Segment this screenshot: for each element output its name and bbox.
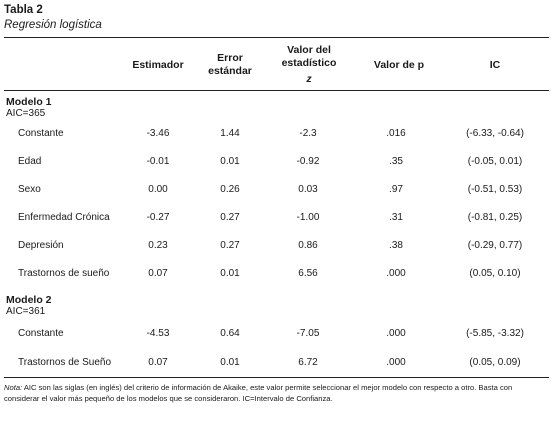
table-row: Trastornos de sueño 0.07 0.01 6.56 .000 …: [0, 268, 555, 282]
row-label: Constante: [18, 128, 64, 139]
row-z: 0.86: [298, 240, 318, 251]
header-valor-est-line2: estadístico: [281, 57, 337, 69]
row-z: 0.03: [298, 184, 318, 195]
row-z: 6.56: [298, 268, 318, 279]
row-p: .016: [386, 128, 406, 139]
row-p: .35: [389, 156, 403, 167]
row-ic: (0.05, 0.09): [469, 357, 521, 368]
header-error: Error estándar: [200, 52, 260, 78]
row-error: 0.01: [220, 156, 240, 167]
row-label: Trastornos de Sueño: [18, 357, 112, 368]
header-error-line2: estándar: [208, 65, 252, 77]
row-z: 6.72: [298, 357, 318, 368]
row-label: Enfermedad Crónica: [18, 212, 110, 223]
row-error: 0.01: [220, 357, 240, 368]
row-ic: (-0.05, 0.01): [467, 156, 523, 167]
row-error: 0.01: [220, 268, 240, 279]
model-2-aic: AIC=361: [6, 306, 46, 317]
table-row: Trastornos de Sueño 0.07 0.01 6.72 .000 …: [0, 357, 555, 371]
header-valor-est-line3: z: [306, 73, 312, 85]
row-label: Constante: [18, 328, 64, 339]
row-ic: (-5.85, -3.32): [466, 328, 524, 339]
row-estimador: -4.53: [146, 328, 170, 339]
row-z: -7.05: [296, 328, 320, 339]
row-estimador: 0.00: [148, 184, 168, 195]
header-ic: IC: [489, 59, 501, 71]
header-valor-est-line1: Valor del: [287, 44, 331, 56]
model-1-title: Modelo 1: [6, 96, 52, 108]
table-row: Edad -0.01 0.01 -0.92 .35 (-0.05, 0.01): [0, 156, 555, 170]
row-p: .38: [389, 240, 403, 251]
note-text: AIC son las siglas (en inglés) del crite…: [4, 383, 513, 403]
table-row: Constante -4.53 0.64 -7.05 .000 (-5.85, …: [0, 328, 555, 342]
row-z: -2.3: [299, 128, 317, 139]
table-row: Sexo 0.00 0.26 0.03 .97 (-0.51, 0.53): [0, 184, 555, 198]
table-row: Constante -3.46 1.44 -2.3 .016 (-6.33, -…: [0, 128, 555, 142]
row-estimador: -3.46: [146, 128, 170, 139]
row-ic: (-6.33, -0.64): [466, 128, 524, 139]
row-label: Sexo: [18, 184, 41, 195]
row-ic: (-0.51, 0.53): [467, 184, 523, 195]
row-z: -0.92: [296, 156, 320, 167]
row-label: Trastornos de sueño: [18, 268, 110, 279]
row-error: 0.27: [220, 212, 240, 223]
row-error: 1.44: [220, 128, 240, 139]
row-p: .31: [389, 212, 403, 223]
row-estimador: 0.23: [148, 240, 168, 251]
row-ic: (0.05, 0.10): [469, 268, 521, 279]
row-error: 0.26: [220, 184, 240, 195]
table-row: Depresión 0.23 0.27 0.86 .38 (-0.29, 0.7…: [0, 240, 555, 254]
row-estimador: -0.27: [146, 212, 170, 223]
row-p: .000: [386, 357, 406, 368]
note-lead: Nota:: [4, 383, 23, 392]
table-row: Enfermedad Crónica -0.27 0.27 -1.00 .31 …: [0, 212, 555, 226]
bottom-rule: [4, 377, 549, 378]
header-rule: [4, 90, 549, 91]
table-subtitle: Regresión logística: [4, 19, 102, 31]
row-p: .000: [386, 268, 406, 279]
row-estimador: 0.07: [148, 357, 168, 368]
table-note: Nota: AIC son las siglas (en inglés) del…: [4, 382, 549, 404]
row-ic: (-0.81, 0.25): [467, 212, 523, 223]
row-label: Depresión: [18, 240, 64, 251]
model-2-title: Modelo 2: [6, 294, 52, 306]
row-error: 0.64: [220, 328, 240, 339]
header-error-line1: Error: [217, 52, 243, 64]
header-valor-estadistico: Valor del estadístico z: [272, 44, 346, 86]
row-z: -1.00: [296, 212, 320, 223]
row-estimador: 0.07: [148, 268, 168, 279]
row-error: 0.27: [220, 240, 240, 251]
row-ic: (-0.29, 0.77): [467, 240, 523, 251]
table-label: Tabla 2: [4, 4, 43, 16]
header-estimador: Estimador: [132, 59, 184, 71]
row-estimador: -0.01: [146, 156, 170, 167]
top-rule: [4, 37, 549, 38]
header-valor-p: Valor de p: [373, 59, 425, 71]
row-label: Edad: [18, 156, 42, 167]
row-p: .97: [389, 184, 403, 195]
row-p: .000: [386, 328, 406, 339]
model-1-aic: AIC=365: [6, 108, 46, 119]
